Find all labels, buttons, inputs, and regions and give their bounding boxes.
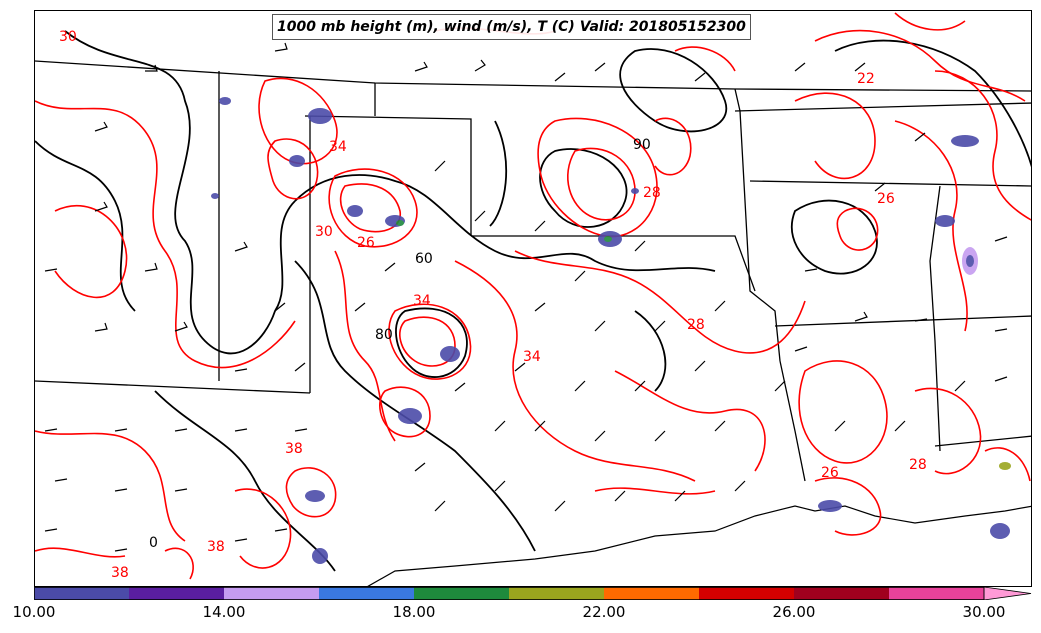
contour-label: 34 [413,293,431,309]
contour-label: 26 [357,235,375,251]
colorbar-segment [224,587,320,600]
height-label: 60 [415,251,433,267]
contour-label: 30 [315,224,333,240]
colorbar-tick-label: 14.00 [202,603,246,621]
colorbar-tick-label: 18.00 [392,603,436,621]
map-panel: 30 22 34 26 26 30 28 34 28 34 38 26 28 3… [34,10,1032,587]
coastline [367,505,1031,586]
contour-label: 30 [59,29,77,45]
wind-shading [211,97,1011,564]
colorbar-tick-label: 26.00 [772,603,816,621]
colorbar-segment [604,587,700,600]
height-label: 80 [375,327,393,343]
colorbar-extension [983,587,1032,600]
colorbar-segment [889,587,985,600]
colorbar-segment [509,587,605,600]
map-canvas: 30 22 34 26 26 30 28 34 28 34 38 26 28 3… [35,12,1031,586]
colorbar-tick-label: 10.00 [12,603,56,621]
wind-barbs [44,42,1008,552]
colorbar-segment [129,587,225,600]
contour-label: 26 [821,465,839,481]
contour-label: 26 [877,191,895,207]
temperature-contour-labels: 30 22 34 26 26 30 28 34 28 34 38 26 28 3… [59,29,927,581]
contour-label: 34 [523,349,541,365]
height-label: 0 [149,535,158,551]
height-label: 90 [633,137,651,153]
colorbar-segment [699,587,795,600]
contour-label: 38 [207,539,225,555]
height-contour-labels: 90 80 60 0 [149,137,651,551]
contour-label: 22 [857,71,875,87]
colorbar-tick-label: 30.00 [962,603,1006,621]
contour-label: 28 [687,317,705,333]
colorbar-outline [34,587,985,600]
colorbar-segment [319,587,415,600]
colorbar-segment [414,587,510,600]
contour-label: 28 [643,185,661,201]
colorbar-tick-label: 22.00 [582,603,626,621]
state-boundaries [35,60,1031,482]
contour-label: 38 [111,565,129,581]
colorbar [34,587,1032,600]
contour-label: 38 [285,441,303,457]
height-contours [35,30,1031,572]
colorbar-segment [794,587,890,600]
map-title: 1000 mb height (m), wind (m/s), T (C) Va… [272,14,751,40]
contour-label: 28 [909,457,927,473]
colorbar-segment [34,587,130,600]
temperature-contours [35,12,1031,580]
contour-label: 34 [329,139,347,155]
